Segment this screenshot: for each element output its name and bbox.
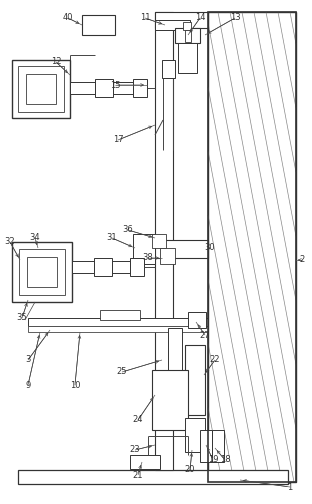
Text: 36: 36 [123, 225, 133, 234]
Text: 23: 23 [130, 446, 140, 455]
Text: 32: 32 [5, 237, 15, 246]
Text: 24: 24 [133, 415, 143, 424]
Text: 12: 12 [51, 57, 61, 67]
Text: 3: 3 [25, 355, 31, 364]
Bar [133, 79, 147, 97]
Bar [162, 60, 175, 78]
Bar [28, 318, 208, 326]
Bar [19, 249, 65, 295]
Bar [95, 79, 113, 97]
Text: 30: 30 [205, 243, 215, 253]
Bar [100, 310, 140, 320]
Text: 2: 2 [300, 256, 305, 265]
Bar [130, 258, 144, 276]
Bar [183, 22, 191, 30]
Text: 10: 10 [70, 381, 80, 390]
Text: 9: 9 [25, 381, 31, 390]
Bar [155, 240, 208, 258]
Text: 11: 11 [140, 14, 150, 23]
Bar [70, 82, 95, 94]
Bar [72, 261, 94, 273]
Text: 31: 31 [107, 233, 117, 242]
Bar [155, 12, 208, 28]
Text: 17: 17 [113, 136, 123, 145]
Text: 22: 22 [210, 355, 220, 364]
Bar [152, 370, 188, 430]
Text: 25: 25 [117, 367, 127, 376]
Bar [188, 312, 206, 328]
Text: 34: 34 [30, 233, 40, 242]
Text: 38: 38 [143, 254, 154, 263]
Text: 19: 19 [208, 456, 218, 465]
Text: 20: 20 [185, 466, 195, 474]
Bar [160, 248, 175, 264]
Bar [152, 234, 166, 248]
Bar [208, 12, 296, 482]
Bar [12, 60, 70, 118]
Bar [28, 326, 208, 332]
Text: 13: 13 [230, 14, 240, 23]
Bar [185, 418, 205, 452]
Bar [200, 430, 212, 462]
Text: 27: 27 [200, 331, 210, 340]
Bar [155, 20, 190, 30]
Bar [133, 234, 155, 264]
Bar [130, 455, 160, 469]
Bar [12, 242, 72, 302]
Bar [82, 15, 115, 35]
Text: 14: 14 [195, 14, 205, 23]
Bar [94, 258, 112, 276]
Bar [212, 430, 224, 462]
Text: 40: 40 [63, 14, 73, 23]
Bar [112, 261, 130, 273]
Bar [18, 66, 64, 112]
Bar [27, 257, 57, 287]
Bar [168, 328, 182, 370]
Text: 21: 21 [133, 471, 143, 479]
Text: 15: 15 [110, 81, 120, 90]
Bar [26, 74, 56, 104]
Bar [185, 30, 191, 42]
Text: 18: 18 [220, 456, 230, 465]
Text: 35: 35 [17, 313, 27, 323]
Bar [155, 12, 173, 470]
Bar [178, 43, 197, 73]
Text: 1: 1 [287, 482, 293, 491]
Bar [175, 28, 200, 43]
Bar [208, 12, 296, 482]
Bar [113, 82, 133, 94]
Bar [185, 345, 205, 415]
Bar [18, 470, 288, 484]
